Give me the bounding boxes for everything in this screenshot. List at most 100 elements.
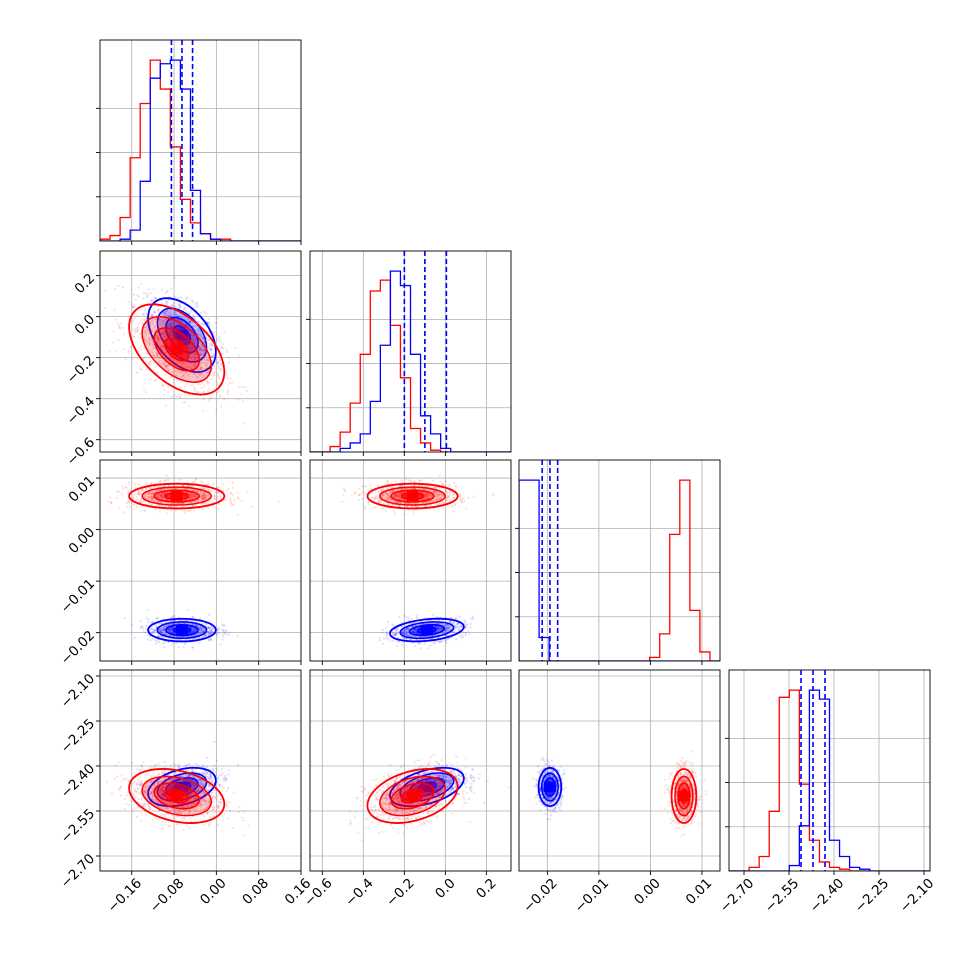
- scatter-point: [164, 299, 167, 302]
- scatter-point: [458, 615, 461, 619]
- scatter-point: [176, 318, 179, 321]
- scatter-point: [189, 626, 192, 629]
- scatter-point: [181, 313, 184, 317]
- scatter-point: [197, 341, 200, 344]
- scatter-point: [210, 378, 213, 381]
- scatter-point: [199, 348, 203, 351]
- scatter-point: [225, 373, 228, 376]
- scatter-point: [143, 509, 146, 512]
- scatter-point: [200, 337, 204, 340]
- scatter-point: [187, 329, 190, 332]
- scatter-point: [162, 339, 165, 342]
- scatter-point: [188, 330, 191, 333]
- scatter-point: [171, 635, 174, 638]
- scatter-point: [175, 334, 178, 337]
- panel-plot-area: [100, 460, 301, 661]
- scatter-point: [196, 624, 199, 627]
- scatter-point: [205, 362, 208, 365]
- scatter-point: [177, 318, 180, 322]
- scatter-point: [156, 323, 159, 326]
- scatter-point: [135, 371, 138, 374]
- scatter-point: [190, 299, 194, 302]
- scatter-point: [222, 629, 226, 632]
- scatter-point: [152, 628, 156, 631]
- scatter-point: [186, 374, 189, 378]
- scatter-point: [163, 646, 166, 649]
- scatter-point: [162, 622, 165, 625]
- scatter-point: [187, 608, 190, 611]
- scatter-point: [170, 616, 173, 619]
- scatter-point: [215, 380, 218, 383]
- scatter-point: [192, 629, 195, 632]
- scatter-point: [132, 319, 135, 322]
- scatter-point: [202, 630, 205, 633]
- scatter-point: [127, 315, 130, 318]
- scatter-point: [192, 616, 195, 619]
- scatter-point: [378, 636, 381, 640]
- scatter-point: [135, 506, 138, 509]
- scatter-point: [167, 364, 170, 367]
- scatter-point: [149, 362, 152, 365]
- scatter-point: [177, 315, 180, 318]
- scatter-point: [140, 318, 143, 321]
- scatter-point: [164, 364, 167, 367]
- scatter-point: [207, 631, 210, 634]
- scatter-point: [178, 304, 181, 307]
- scatter-point: [458, 634, 461, 637]
- scatter-point: [199, 631, 202, 634]
- scatter-point: [200, 626, 203, 629]
- scatter-point: [134, 331, 137, 334]
- scatter-point: [162, 636, 165, 639]
- scatter-point: [188, 375, 191, 378]
- scatter-point: [180, 394, 183, 397]
- scatter-point: [186, 296, 189, 299]
- scatter-point: [172, 324, 175, 327]
- scatter-point: [415, 617, 419, 620]
- scatter-point: [148, 332, 151, 335]
- scatter-point: [199, 333, 202, 336]
- scatter-point: [163, 318, 166, 321]
- scatter-point: [360, 497, 363, 500]
- scatter-point: [159, 628, 162, 631]
- scatter-point: [236, 496, 239, 499]
- scatter-point: [164, 307, 167, 311]
- scatter-point: [174, 370, 177, 373]
- scatter-point: [150, 299, 153, 302]
- scatter-point: [131, 623, 134, 627]
- scatter-point: [193, 340, 196, 343]
- scatter-point: [149, 299, 152, 302]
- scatter-point: [208, 628, 212, 631]
- scatter-point: [180, 622, 183, 625]
- scatter-point: [176, 363, 179, 366]
- scatter-point: [146, 340, 149, 343]
- scatter-point: [230, 502, 233, 505]
- scatter-point: [175, 314, 178, 318]
- scatter-point: [460, 633, 463, 636]
- scatter-point: [178, 371, 181, 374]
- scatter-point: [190, 344, 193, 347]
- scatter-point: [178, 306, 181, 309]
- scatter-point: [199, 349, 202, 352]
- scatter-point: [464, 626, 468, 629]
- scatter-point: [169, 325, 172, 328]
- scatter-point: [160, 622, 163, 625]
- scatter-point: [158, 622, 161, 625]
- scatter-point: [178, 316, 181, 319]
- scatter-point: [168, 334, 171, 337]
- scatter-point: [143, 388, 146, 391]
- scatter-point: [201, 337, 205, 340]
- scatter-point: [190, 346, 193, 350]
- scatter-point: [164, 334, 167, 338]
- scatter-point: [169, 313, 173, 316]
- scatter-point: [141, 626, 144, 630]
- scatter-point: [172, 632, 175, 635]
- scatter-point: [210, 638, 213, 641]
- scatter-point: [161, 632, 164, 635]
- scatter-point: [209, 348, 212, 351]
- scatter-point: [215, 358, 218, 361]
- scatter-point: [162, 629, 165, 632]
- scatter-point: [188, 360, 191, 363]
- scatter-point: [386, 637, 389, 640]
- scatter-point: [194, 352, 197, 355]
- scatter-point: [189, 384, 192, 387]
